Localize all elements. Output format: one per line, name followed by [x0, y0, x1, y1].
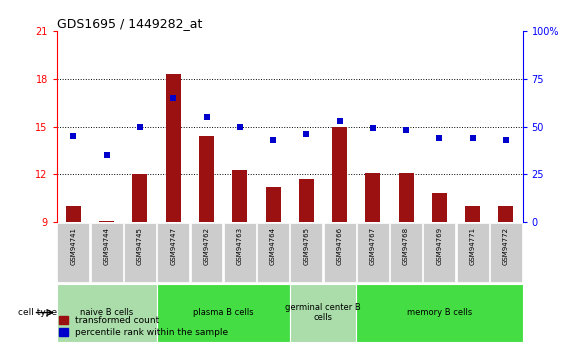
Bar — [199, 136, 214, 222]
FancyBboxPatch shape — [390, 223, 422, 282]
Text: naive B cells: naive B cells — [80, 308, 133, 317]
Text: GSM94747: GSM94747 — [170, 227, 176, 265]
FancyBboxPatch shape — [57, 284, 157, 342]
Bar — [266, 187, 281, 222]
Point — [69, 134, 78, 139]
Point — [102, 152, 111, 158]
Point — [335, 118, 344, 124]
FancyBboxPatch shape — [257, 223, 289, 282]
Text: GSM94745: GSM94745 — [137, 227, 143, 265]
Point — [368, 126, 377, 131]
Bar — [132, 174, 148, 222]
Text: cell type: cell type — [18, 308, 57, 317]
Bar — [399, 173, 414, 222]
Legend: transformed count, percentile rank within the sample: transformed count, percentile rank withi… — [56, 313, 232, 341]
Text: GSM94771: GSM94771 — [470, 227, 475, 265]
Text: GSM94767: GSM94767 — [370, 227, 376, 265]
FancyBboxPatch shape — [57, 223, 89, 282]
Text: GSM94768: GSM94768 — [403, 227, 409, 265]
Text: GDS1695 / 1449282_at: GDS1695 / 1449282_at — [57, 17, 202, 30]
Point — [269, 137, 278, 143]
Text: GSM94763: GSM94763 — [237, 227, 243, 265]
FancyBboxPatch shape — [290, 223, 322, 282]
FancyBboxPatch shape — [290, 284, 356, 342]
FancyBboxPatch shape — [324, 223, 356, 282]
Bar — [432, 194, 447, 222]
FancyBboxPatch shape — [490, 223, 522, 282]
FancyBboxPatch shape — [356, 284, 523, 342]
Text: germinal center B
cells: germinal center B cells — [285, 303, 361, 322]
Point — [202, 114, 211, 120]
Bar — [499, 206, 513, 222]
FancyBboxPatch shape — [190, 223, 223, 282]
Text: GSM94764: GSM94764 — [270, 227, 276, 265]
FancyBboxPatch shape — [91, 223, 123, 282]
Point — [302, 131, 311, 137]
FancyBboxPatch shape — [457, 223, 488, 282]
FancyBboxPatch shape — [157, 284, 290, 342]
Point — [135, 124, 144, 129]
Bar — [166, 74, 181, 222]
Text: GSM94765: GSM94765 — [303, 227, 310, 265]
Bar — [465, 206, 480, 222]
Text: GSM94762: GSM94762 — [203, 227, 210, 265]
Text: GSM94772: GSM94772 — [503, 227, 509, 265]
Text: memory B cells: memory B cells — [407, 308, 472, 317]
Text: GSM94741: GSM94741 — [70, 227, 77, 265]
FancyBboxPatch shape — [157, 223, 189, 282]
Point — [435, 135, 444, 141]
Point — [402, 128, 411, 133]
Point — [235, 124, 244, 129]
Bar — [365, 173, 381, 222]
Bar — [99, 220, 114, 222]
FancyBboxPatch shape — [357, 223, 389, 282]
Bar — [332, 127, 347, 222]
Text: GSM94769: GSM94769 — [436, 227, 442, 265]
Point — [502, 137, 511, 143]
Bar — [299, 179, 314, 222]
Bar — [232, 170, 247, 222]
Bar — [66, 206, 81, 222]
Text: plasma B cells: plasma B cells — [193, 308, 253, 317]
Text: GSM94744: GSM94744 — [104, 227, 110, 265]
FancyBboxPatch shape — [423, 223, 456, 282]
FancyBboxPatch shape — [224, 223, 256, 282]
Point — [169, 95, 178, 101]
Point — [468, 135, 477, 141]
FancyBboxPatch shape — [124, 223, 156, 282]
Text: GSM94766: GSM94766 — [337, 227, 343, 265]
